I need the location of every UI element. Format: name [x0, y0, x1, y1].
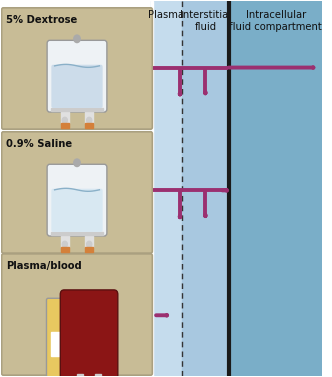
Bar: [61, 247, 69, 252]
Bar: [85, 232, 93, 247]
Bar: [61, 232, 69, 247]
FancyBboxPatch shape: [51, 65, 103, 108]
Circle shape: [74, 159, 80, 167]
Bar: [151, 1, 182, 376]
Bar: [51, 231, 103, 235]
Bar: [229, 1, 322, 376]
Bar: [85, 123, 93, 128]
Bar: [51, 333, 77, 357]
Circle shape: [87, 117, 92, 123]
Bar: [61, 374, 67, 377]
Circle shape: [62, 117, 67, 123]
Text: 5% Dextrose: 5% Dextrose: [7, 15, 78, 25]
Bar: [61, 108, 69, 123]
FancyBboxPatch shape: [51, 188, 103, 232]
Bar: [61, 123, 69, 128]
Bar: [77, 374, 83, 377]
FancyBboxPatch shape: [46, 298, 82, 377]
Text: Interstitial
fluid: Interstitial fluid: [180, 10, 231, 32]
Text: Plasma/blood: Plasma/blood: [7, 261, 82, 271]
Bar: [85, 247, 93, 252]
Bar: [51, 107, 103, 111]
FancyBboxPatch shape: [2, 132, 152, 253]
Circle shape: [62, 241, 67, 247]
FancyBboxPatch shape: [2, 254, 152, 375]
FancyBboxPatch shape: [47, 40, 107, 112]
Bar: [151, 1, 153, 376]
FancyBboxPatch shape: [47, 164, 107, 236]
Text: 0.9% Saline: 0.9% Saline: [7, 139, 73, 149]
Bar: [85, 108, 93, 123]
FancyBboxPatch shape: [2, 8, 152, 129]
Bar: [95, 374, 101, 377]
Text: Plasma: Plasma: [148, 10, 184, 20]
FancyBboxPatch shape: [60, 290, 118, 377]
Bar: [182, 1, 229, 376]
Circle shape: [87, 241, 92, 247]
Circle shape: [74, 35, 80, 43]
Text: Intracellular
fluid compartment: Intracellular fluid compartment: [229, 10, 322, 32]
